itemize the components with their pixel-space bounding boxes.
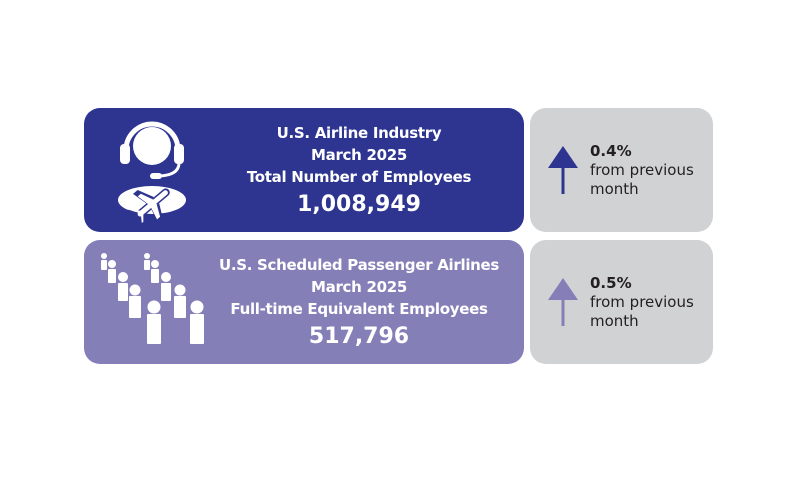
industry-period: March 2025 — [311, 146, 407, 164]
industry-employee-count: 1,008,949 — [297, 192, 421, 217]
passenger-change-percent: 0.5% — [590, 274, 632, 292]
industry-metric-label: Total Number of Employees — [246, 168, 472, 186]
passenger-period: March 2025 — [311, 278, 407, 296]
industry-change-text: 0.4% from previous month — [590, 142, 694, 199]
industry-title: U.S. Airline Industry — [276, 124, 442, 142]
industry-employees-card: U.S. Airline Industry March 2025 Total N… — [84, 108, 524, 232]
passenger-change-label-2: month — [590, 312, 639, 330]
passenger-change-text: 0.5% from previous month — [590, 274, 694, 331]
industry-change-label-1: from previous — [590, 161, 694, 179]
industry-change-card: 0.4% from previous month — [530, 108, 713, 232]
passenger-employees-card: U.S. Scheduled Passenger Airlines March … — [84, 240, 524, 364]
passenger-employee-count: 517,796 — [308, 324, 410, 349]
passenger-text-block: U.S. Scheduled Passenger Airlines March … — [204, 254, 514, 352]
passenger-title: U.S. Scheduled Passenger Airlines — [218, 256, 500, 274]
headset-agent-airplane-icon — [118, 121, 186, 224]
passenger-metric-label: Full-time Equivalent Employees — [230, 300, 488, 318]
people-group-icon — [101, 253, 204, 344]
passenger-change-card: 0.5% from previous month — [530, 240, 713, 364]
passenger-change-label-1: from previous — [590, 293, 694, 311]
industry-change-label-2: month — [590, 180, 639, 198]
industry-text-block: U.S. Airline Industry March 2025 Total N… — [204, 122, 514, 220]
arrow-up-icon — [548, 146, 578, 194]
arrow-up-icon — [548, 278, 578, 326]
industry-change-percent: 0.4% — [590, 142, 632, 160]
